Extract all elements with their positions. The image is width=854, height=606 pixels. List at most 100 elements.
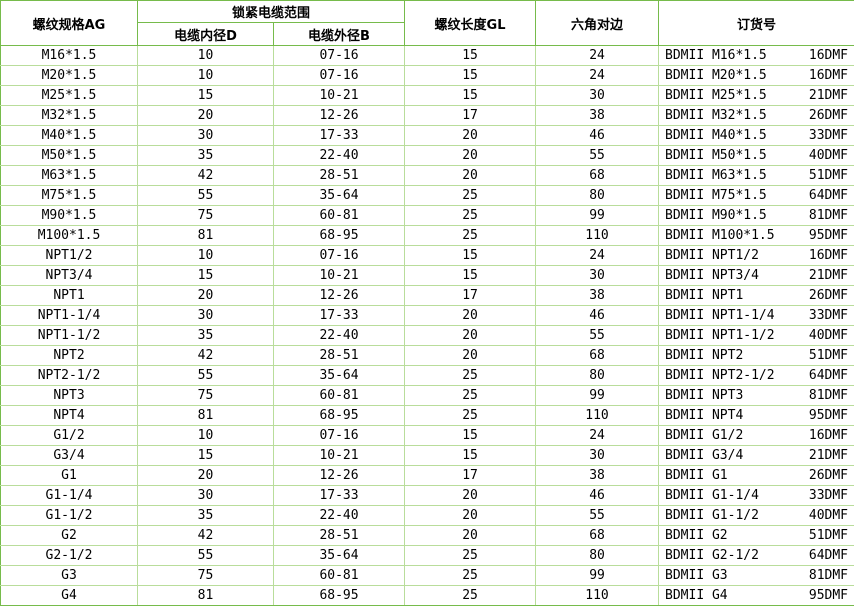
cell-cable-outer: 07-16 [274,66,405,86]
cell-thread-length: 15 [405,246,536,266]
cell-thread-length: 15 [405,46,536,66]
cell-hex-across: 24 [536,46,659,66]
cell-thread-length: 20 [405,146,536,166]
order-no-code: 81DMF [809,568,848,583]
cell-thread-spec: NPT2 [1,346,138,366]
table-header: 螺纹规格AG 锁紧电缆范围 螺纹长度GL 六角对边 订货号 电缆内径D 电缆外径… [1,1,854,46]
order-no-name: BDMII M63*1.5 [665,168,767,183]
order-no-code: 81DMF [809,208,848,223]
cell-thread-length: 15 [405,426,536,446]
order-no-code: 33DMF [809,128,848,143]
cell-order-no: BDMII G3 81DMF [659,566,854,586]
cell-thread-spec: M16*1.5 [1,46,138,66]
cell-cable-inner: 10 [138,66,274,86]
cell-cable-outer: 17-33 [274,486,405,506]
order-no-name: BDMII NPT3/4 [665,268,759,283]
cell-thread-spec: M90*1.5 [1,206,138,226]
cell-thread-spec: G1/2 [1,426,138,446]
order-no-code: 26DMF [809,288,848,303]
cell-cable-inner: 42 [138,526,274,546]
cell-hex-across: 46 [536,486,659,506]
cell-thread-spec: M63*1.5 [1,166,138,186]
cell-cable-inner: 30 [138,126,274,146]
cell-thread-length: 20 [405,526,536,546]
order-no-name: BDMII G3/4 [665,448,743,463]
order-no-code: 21DMF [809,88,848,103]
cell-cable-inner: 20 [138,466,274,486]
order-no-name: BDMII NPT1/2 [665,248,759,263]
cell-thread-spec: NPT1-1/4 [1,306,138,326]
cell-hex-across: 110 [536,406,659,426]
cell-cable-outer: 68-95 [274,226,405,246]
cell-cable-inner: 10 [138,426,274,446]
cell-thread-length: 25 [405,566,536,586]
header-row-top: 螺纹规格AG 锁紧电缆范围 螺纹长度GL 六角对边 订货号 [1,1,854,23]
cell-thread-spec: M40*1.5 [1,126,138,146]
cell-cable-outer: 22-40 [274,326,405,346]
cell-thread-length: 20 [405,126,536,146]
cell-cable-outer: 60-81 [274,206,405,226]
cell-thread-spec: NPT1/2 [1,246,138,266]
cell-cable-inner: 81 [138,406,274,426]
cell-hex-across: 38 [536,466,659,486]
cell-hex-across: 30 [536,446,659,466]
cell-thread-length: 25 [405,406,536,426]
cell-hex-across: 99 [536,386,659,406]
cell-cable-inner: 75 [138,206,274,226]
cell-cable-outer: 17-33 [274,126,405,146]
cell-cable-inner: 20 [138,286,274,306]
cell-thread-spec: M25*1.5 [1,86,138,106]
cell-thread-spec: G1-1/2 [1,506,138,526]
cell-thread-spec: NPT4 [1,406,138,426]
column-header-thread-spec: 螺纹规格AG [1,1,138,46]
order-no-code: 21DMF [809,268,848,283]
cell-thread-length: 17 [405,466,536,486]
order-no-wrapper: BDMII NPT3/4 21DMF [665,268,848,283]
order-no-name: BDMII G2 [665,528,728,543]
cell-thread-length: 15 [405,66,536,86]
cell-hex-across: 68 [536,526,659,546]
cell-cable-inner: 35 [138,326,274,346]
cell-hex-across: 38 [536,106,659,126]
cell-hex-across: 30 [536,86,659,106]
order-no-code: 33DMF [809,488,848,503]
cell-cable-inner: 35 [138,146,274,166]
cell-hex-across: 24 [536,426,659,446]
cell-thread-length: 25 [405,206,536,226]
order-no-name: BDMII G1 [665,468,728,483]
cell-thread-spec: NPT3 [1,386,138,406]
cell-cable-outer: 12-26 [274,106,405,126]
order-no-code: 16DMF [809,428,848,443]
order-no-name: BDMII G3 [665,568,728,583]
cell-thread-spec: G2-1/2 [1,546,138,566]
cell-thread-spec: M75*1.5 [1,186,138,206]
cell-cable-outer: 10-21 [274,266,405,286]
cell-thread-spec: NPT3/4 [1,266,138,286]
cell-cable-outer: 60-81 [274,386,405,406]
